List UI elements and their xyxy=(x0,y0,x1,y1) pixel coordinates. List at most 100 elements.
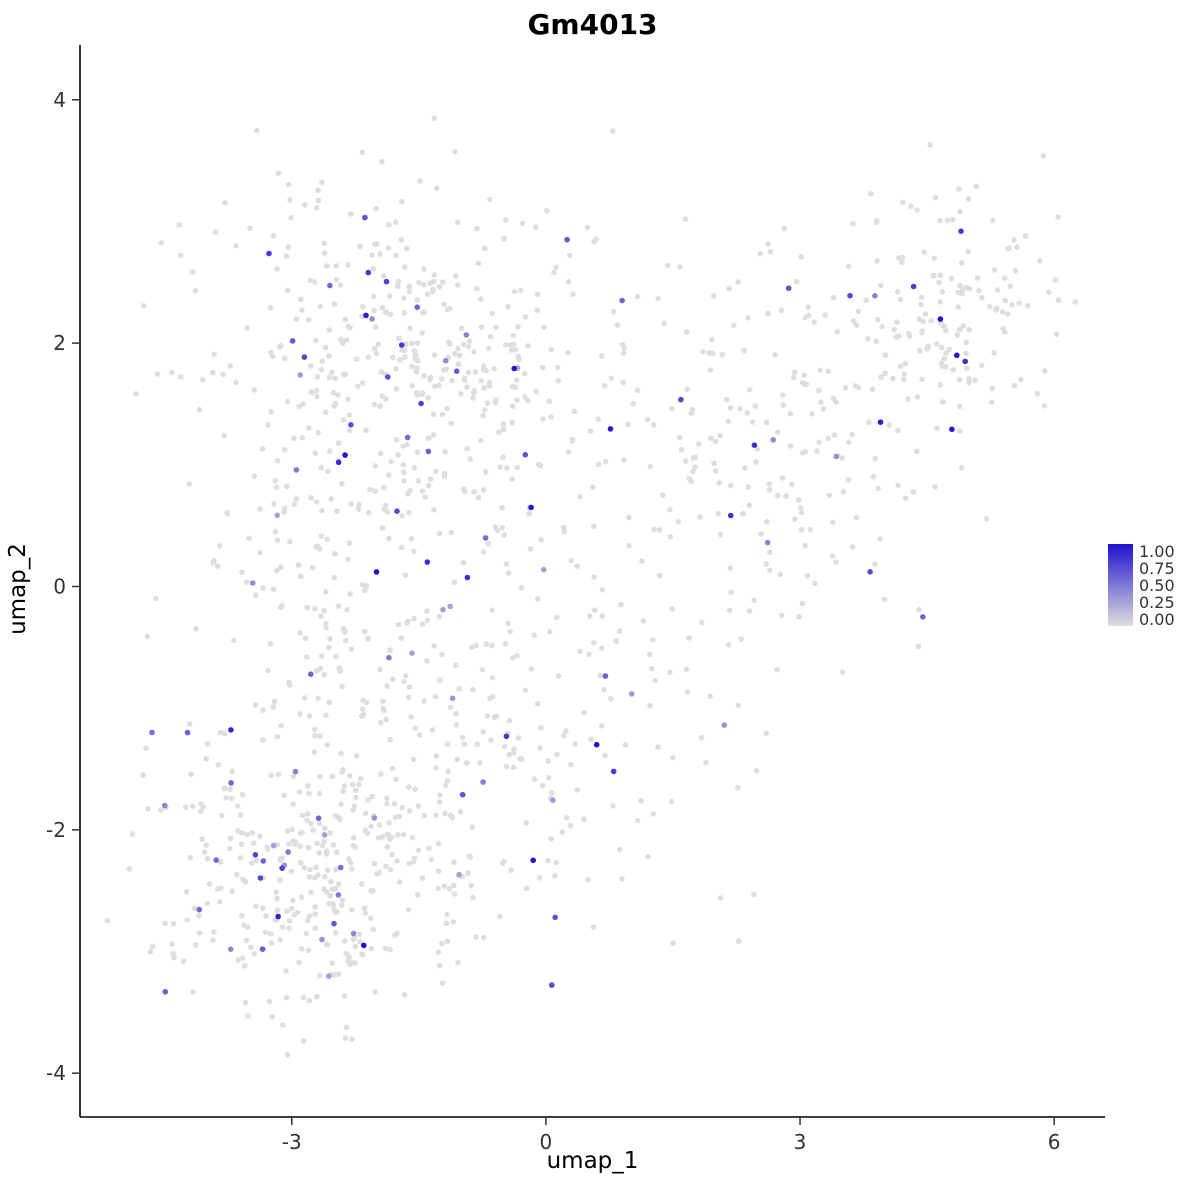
data-point xyxy=(853,514,860,521)
y-tick-label: 2 xyxy=(53,331,66,355)
data-point xyxy=(574,563,580,569)
data-point xyxy=(711,460,717,467)
data-point xyxy=(568,557,574,564)
data-point xyxy=(414,304,421,311)
data-point xyxy=(242,999,249,1006)
data-point xyxy=(934,341,940,347)
data-point xyxy=(905,396,911,403)
data-point xyxy=(352,844,359,850)
data-point xyxy=(545,758,551,764)
data-point xyxy=(313,387,320,394)
data-point xyxy=(213,857,219,863)
data-point xyxy=(355,506,362,512)
x-tick-label: 6 xyxy=(1048,1130,1061,1154)
data-point xyxy=(470,389,477,396)
data-point xyxy=(447,305,453,312)
data-point xyxy=(491,366,497,372)
data-point xyxy=(519,220,526,227)
data-point xyxy=(356,931,363,937)
data-point xyxy=(587,613,593,619)
data-point xyxy=(567,822,574,829)
data-point xyxy=(260,858,267,864)
data-point xyxy=(522,394,528,400)
data-point xyxy=(779,475,786,481)
data-point xyxy=(497,913,503,920)
data-point xyxy=(246,535,252,542)
data-point xyxy=(735,702,742,709)
data-point xyxy=(270,586,277,592)
data-point xyxy=(340,766,346,773)
data-point xyxy=(937,217,943,224)
data-point xyxy=(937,382,944,388)
data-point xyxy=(593,236,599,243)
data-point xyxy=(378,719,384,726)
data-point xyxy=(613,638,619,644)
data-point xyxy=(371,860,378,867)
data-point xyxy=(338,750,344,757)
data-point xyxy=(505,620,512,627)
y-tick-label: 4 xyxy=(53,88,66,112)
data-point xyxy=(348,422,354,428)
data-point xyxy=(509,403,516,409)
data-point xyxy=(523,820,530,826)
data-point xyxy=(581,710,587,716)
data-point xyxy=(650,811,656,817)
data-point xyxy=(313,499,320,505)
data-point xyxy=(469,824,476,830)
data-point xyxy=(458,325,465,332)
data-point xyxy=(1040,153,1047,159)
data-point xyxy=(956,186,962,192)
data-point xyxy=(874,258,880,264)
data-point xyxy=(1036,258,1043,264)
data-point xyxy=(367,486,373,493)
data-point xyxy=(448,529,455,536)
data-point xyxy=(345,958,352,964)
data-point xyxy=(700,348,706,355)
data-point xyxy=(480,729,487,735)
data-point xyxy=(291,435,297,442)
data-point xyxy=(983,516,990,522)
data-point xyxy=(650,637,656,643)
data-point xyxy=(319,936,325,943)
data-point xyxy=(973,183,980,190)
data-point xyxy=(849,431,855,438)
data-point xyxy=(126,866,133,872)
data-point xyxy=(326,374,333,381)
data-point xyxy=(285,244,292,250)
data-point xyxy=(459,734,466,741)
data-point xyxy=(376,822,383,828)
data-point xyxy=(204,740,211,747)
data-point xyxy=(944,217,951,224)
data-point xyxy=(850,221,856,227)
data-point xyxy=(639,558,645,564)
data-point xyxy=(919,328,926,334)
data-point xyxy=(976,287,982,294)
data-point xyxy=(432,693,439,700)
data-point xyxy=(339,897,346,903)
data-point xyxy=(323,589,329,595)
data-point xyxy=(533,388,539,395)
data-point xyxy=(371,401,378,408)
data-point xyxy=(439,376,445,382)
data-point xyxy=(324,468,331,475)
data-point xyxy=(274,567,280,574)
data-point xyxy=(327,635,333,642)
data-point xyxy=(480,779,486,785)
data-point xyxy=(237,855,244,861)
data-point xyxy=(792,516,798,522)
data-point xyxy=(295,562,302,568)
data-point xyxy=(284,398,291,405)
data-point xyxy=(915,643,922,650)
data-point xyxy=(563,815,570,821)
data-point xyxy=(426,845,432,851)
data-point xyxy=(389,852,395,858)
data-point xyxy=(599,587,606,593)
data-point xyxy=(432,383,438,390)
data-point xyxy=(408,714,414,720)
data-point xyxy=(480,412,486,419)
data-point xyxy=(291,501,298,508)
data-point xyxy=(421,373,427,379)
data-point xyxy=(218,885,224,891)
data-point xyxy=(284,908,290,914)
data-point xyxy=(452,148,458,155)
